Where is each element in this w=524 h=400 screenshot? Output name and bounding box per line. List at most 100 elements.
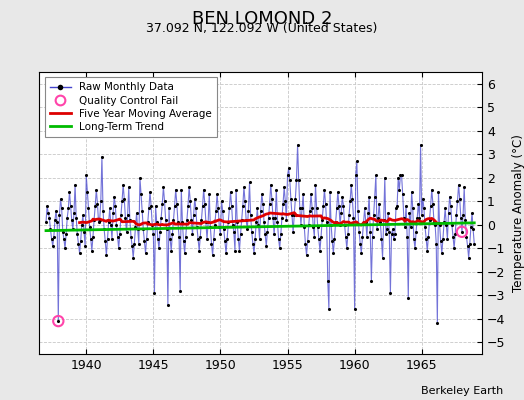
Point <box>170 203 179 209</box>
Point <box>211 222 219 228</box>
Point <box>75 250 84 256</box>
Point <box>285 165 293 172</box>
Point <box>427 203 435 209</box>
Point <box>60 236 68 242</box>
Point <box>376 219 385 226</box>
Point <box>463 243 472 249</box>
Point <box>406 224 414 230</box>
Point <box>430 219 438 226</box>
Point <box>220 226 228 233</box>
Point <box>330 236 339 242</box>
Point <box>55 212 63 218</box>
Point <box>73 231 82 237</box>
Point <box>384 210 392 216</box>
Point <box>233 219 242 226</box>
Point <box>134 226 142 233</box>
Point <box>155 245 163 252</box>
Point <box>441 205 450 212</box>
Point <box>454 182 463 188</box>
Point <box>421 224 429 230</box>
Point <box>103 236 112 242</box>
Point <box>363 233 371 240</box>
Point <box>300 224 309 230</box>
Point <box>272 186 280 193</box>
Point <box>435 222 444 228</box>
Point <box>174 219 182 226</box>
Point <box>66 189 74 195</box>
Point <box>314 236 323 242</box>
Point <box>101 238 110 244</box>
Point <box>61 245 69 252</box>
Point <box>290 212 299 218</box>
Point <box>239 184 248 190</box>
Point <box>120 196 128 202</box>
Point <box>405 210 413 216</box>
Point <box>100 226 108 233</box>
Point <box>72 214 80 221</box>
Point <box>401 224 409 230</box>
Point <box>324 278 332 284</box>
Point <box>350 214 358 221</box>
Point <box>195 247 203 254</box>
Point <box>167 247 176 254</box>
Point <box>205 191 213 197</box>
Point <box>440 219 448 226</box>
Point <box>410 236 418 242</box>
Point <box>392 205 400 212</box>
Point <box>271 214 279 221</box>
Point <box>362 219 370 226</box>
Text: Berkeley Earth: Berkeley Earth <box>421 386 503 396</box>
Point <box>85 224 94 230</box>
Point <box>54 318 62 324</box>
Point <box>238 203 247 209</box>
Point <box>212 208 220 214</box>
Point <box>107 222 115 228</box>
Point <box>416 214 424 221</box>
Point <box>347 182 355 188</box>
Point <box>243 226 252 233</box>
Point <box>408 189 416 195</box>
Point <box>132 224 140 230</box>
Point <box>469 226 477 233</box>
Point <box>289 229 297 235</box>
Point <box>456 214 465 221</box>
Point <box>298 205 306 212</box>
Point <box>385 229 394 235</box>
Point <box>128 243 136 249</box>
Point <box>242 217 250 223</box>
Point <box>255 236 264 242</box>
Point <box>237 217 246 223</box>
Point <box>193 224 201 230</box>
Point <box>136 174 144 181</box>
Point <box>361 205 369 212</box>
Point <box>262 243 270 249</box>
Point <box>180 250 189 256</box>
Point <box>108 236 116 242</box>
Point <box>467 224 475 230</box>
Point <box>144 219 152 226</box>
Point <box>46 226 54 233</box>
Point <box>215 224 224 230</box>
Point <box>358 233 367 240</box>
Point <box>250 250 258 256</box>
Point <box>452 212 461 218</box>
Point <box>169 217 178 223</box>
Point <box>208 240 216 247</box>
Point <box>387 231 396 237</box>
Point <box>355 229 363 235</box>
Point <box>245 179 254 186</box>
Point <box>112 222 121 228</box>
Point <box>156 229 164 235</box>
Point <box>417 142 425 148</box>
Point <box>393 203 401 209</box>
Point <box>236 231 245 237</box>
Point <box>383 226 391 233</box>
Point <box>331 219 340 226</box>
Point <box>59 229 67 235</box>
Point <box>283 172 292 178</box>
Point <box>235 247 244 254</box>
Point <box>267 182 275 188</box>
Point <box>397 172 406 178</box>
Point <box>178 219 187 226</box>
Point <box>299 191 308 197</box>
